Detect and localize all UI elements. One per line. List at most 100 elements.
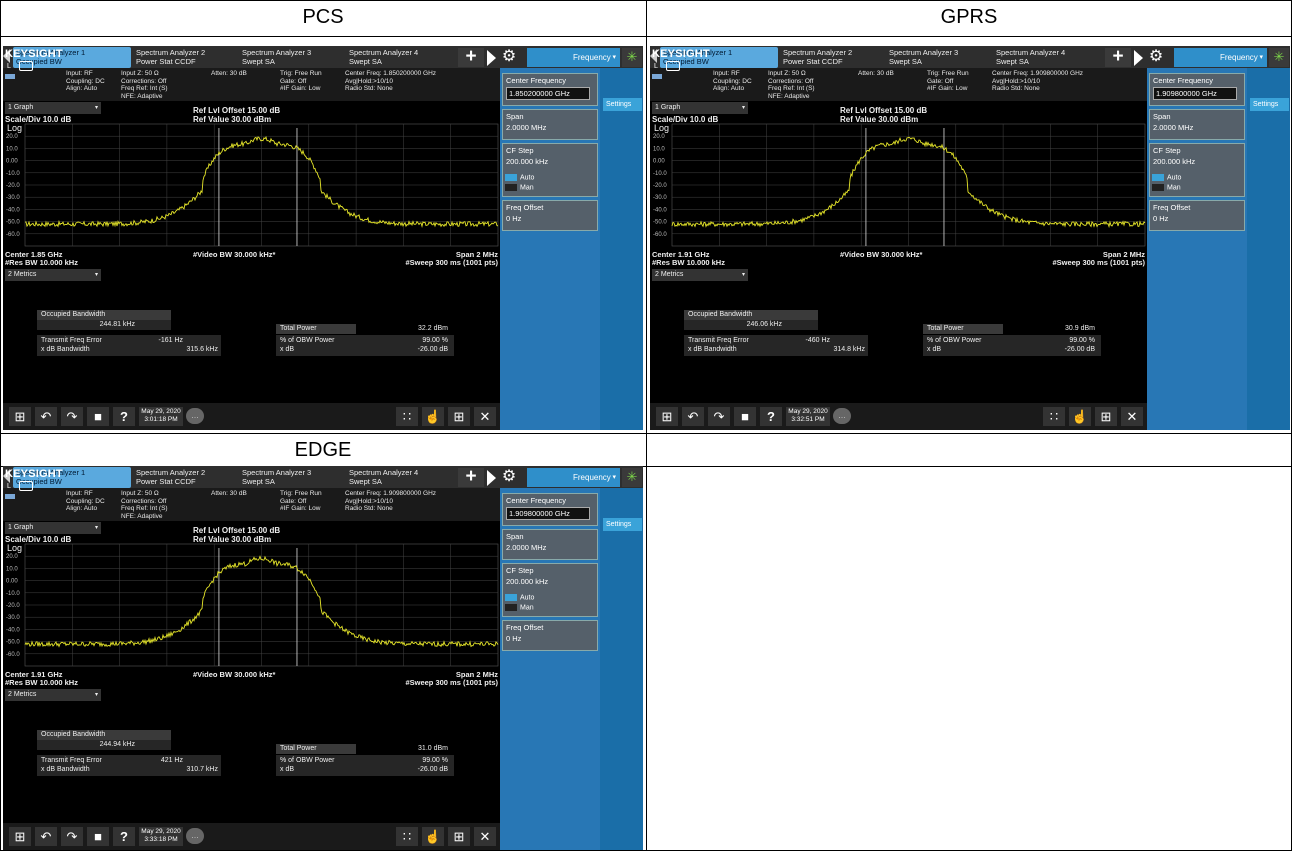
center-frequency-value[interactable]: 1.909800000 GHz: [506, 507, 590, 520]
metrics-select[interactable]: 2 Metrics ▾: [652, 269, 748, 281]
spectrum-trace-plot[interactable]: 20.0 10.0 0.00 -10.0 -20.0 -30.0 -40.0 -50.0 -60…: [3, 542, 500, 670]
add-tab-button[interactable]: +: [458, 467, 484, 487]
repeat-icon[interactable]: [19, 61, 33, 71]
freq-offset-softkey[interactable]: Freq Offset 0 Hz: [1149, 200, 1245, 231]
auto-option[interactable]: Auto: [505, 594, 534, 601]
tab-spectrum-analyzer-1[interactable]: Spectrum Analyzer 1 Occupied BW: [660, 47, 778, 68]
span-softkey[interactable]: Span 2.0000 MHz: [502, 109, 598, 140]
man-option[interactable]: Man: [505, 184, 534, 191]
cf-step-softkey[interactable]: CF Step 200.000 kHz: [502, 563, 598, 617]
touch-icon[interactable]: ☝: [422, 827, 444, 846]
freq-offset-softkey[interactable]: Freq Offset 0 Hz: [502, 200, 598, 231]
center-freq-info: Center Freq: 1.909800000 GHz Avg|Hold:>1…: [992, 70, 1084, 92]
help-icon[interactable]: ?: [760, 407, 782, 426]
fullscreen-icon[interactable]: ✕: [474, 827, 496, 846]
tab-spectrum-analyzer-2[interactable]: Spectrum Analyzer 2 Power Stat CCDF: [133, 47, 237, 68]
spectrum-trace-plot[interactable]: 20.0 10.0 0.00 -10.0 -20.0 -30.0 -40.0 -50.0 -60…: [650, 122, 1147, 250]
settings-tab[interactable]: Settings: [603, 518, 642, 531]
windows-icon[interactable]: ⊞: [656, 407, 678, 426]
cf-step-softkey[interactable]: CF Step 200.000 kHz: [502, 143, 598, 197]
chevron-down-icon: ▾: [741, 272, 745, 278]
graph-select[interactable]: 1 Graph ▾: [5, 102, 101, 114]
man-option[interactable]: Man: [1152, 184, 1181, 191]
span-softkey-label: Span: [506, 112, 524, 121]
metrics-select[interactable]: 2 Metrics ▾: [5, 689, 101, 701]
freq-offset-softkey[interactable]: Freq Offset 0 Hz: [502, 620, 598, 651]
redo-icon[interactable]: ↷: [708, 407, 730, 426]
undo-icon[interactable]: ↶: [35, 407, 57, 426]
folder-icon[interactable]: ■: [734, 407, 756, 426]
grid-view-icon[interactable]: ∷: [1043, 407, 1065, 426]
tab-spectrum-analyzer-3[interactable]: Spectrum Analyzer 3 Swept SA: [239, 47, 343, 68]
spectrum-trace-plot[interactable]: 20.0 10.0 0.00 -10.0 -20.0 -30.0 -40.0 -50.0 -60…: [3, 122, 500, 250]
help-icon[interactable]: ?: [113, 407, 135, 426]
windows-icon[interactable]: ⊞: [9, 827, 31, 846]
tab-spectrum-analyzer-4[interactable]: Spectrum Analyzer 4 Swept SA: [993, 47, 1103, 68]
gear-icon[interactable]: ⚙: [501, 468, 517, 485]
tab-spectrum-analyzer-3[interactable]: Spectrum Analyzer 3 Swept SA: [239, 467, 343, 488]
tab-scroll-left-icon[interactable]: [3, 49, 10, 63]
gear-icon[interactable]: ⚙: [1148, 48, 1164, 65]
touch-icon[interactable]: ☝: [1069, 407, 1091, 426]
grid-view-icon[interactable]: ∷: [396, 407, 418, 426]
man-option[interactable]: Man: [505, 604, 534, 611]
gear-icon[interactable]: ⚙: [501, 48, 517, 65]
frequency-menu-button[interactable]: Frequency ▾: [527, 468, 620, 487]
redo-icon[interactable]: ↷: [61, 407, 83, 426]
play-icon[interactable]: [1134, 50, 1143, 66]
add-tab-button[interactable]: +: [1105, 47, 1131, 67]
message-icon[interactable]: …: [833, 408, 851, 424]
redo-icon[interactable]: ↷: [61, 827, 83, 846]
frequency-menu-button[interactable]: Frequency ▾: [527, 48, 620, 67]
message-icon[interactable]: …: [186, 828, 204, 844]
play-icon[interactable]: [487, 50, 496, 66]
add-tab-button[interactable]: +: [458, 47, 484, 67]
tab-spectrum-analyzer-2[interactable]: Spectrum Analyzer 2 Power Stat CCDF: [780, 47, 884, 68]
tab-spectrum-analyzer-4[interactable]: Spectrum Analyzer 4 Swept SA: [346, 467, 456, 488]
tab-spectrum-analyzer-4[interactable]: Spectrum Analyzer 4 Swept SA: [346, 47, 456, 68]
frequency-menu-button[interactable]: Frequency ▾: [1174, 48, 1267, 67]
span-softkey[interactable]: Span 2.0000 MHz: [502, 529, 598, 560]
fullscreen-icon[interactable]: ✕: [1121, 407, 1143, 426]
center-frequency-softkey[interactable]: Center Frequency 1.909800000 GHz: [1149, 73, 1245, 106]
grid-view-icon[interactable]: ∷: [396, 827, 418, 846]
repeat-icon[interactable]: [19, 481, 33, 491]
brand-logo: KEYSIGHT: [5, 48, 63, 60]
x-db-bandwidth-value: 315.6 kHz: [186, 346, 218, 353]
auto-option[interactable]: Auto: [1152, 174, 1181, 181]
layout-icon[interactable]: ⊞: [1095, 407, 1117, 426]
folder-icon[interactable]: ■: [87, 407, 109, 426]
tab-scroll-left-icon[interactable]: [3, 469, 10, 483]
center-frequency-softkey[interactable]: Center Frequency 1.909800000 GHz: [502, 493, 598, 526]
tab-spectrum-analyzer-1[interactable]: Spectrum Analyzer 1 Occupied BW: [13, 47, 131, 68]
message-icon[interactable]: …: [186, 408, 204, 424]
cf-step-softkey[interactable]: CF Step 200.000 kHz: [1149, 143, 1245, 197]
center-frequency-value[interactable]: 1.850200000 GHz: [506, 87, 590, 100]
undo-icon[interactable]: ↶: [35, 827, 57, 846]
settings-tab[interactable]: Settings: [603, 98, 642, 111]
tab-spectrum-analyzer-1[interactable]: Spectrum Analyzer 1 Occupied BW: [13, 467, 131, 488]
fullscreen-icon[interactable]: ✕: [474, 407, 496, 426]
tab-spectrum-analyzer-3[interactable]: Spectrum Analyzer 3 Swept SA: [886, 47, 990, 68]
metrics-select[interactable]: 2 Metrics ▾: [5, 269, 101, 281]
windows-icon[interactable]: ⊞: [9, 407, 31, 426]
touch-icon[interactable]: ☝: [422, 407, 444, 426]
graph-select[interactable]: 1 Graph ▾: [652, 102, 748, 114]
obw-power-row-bg: [276, 755, 454, 776]
center-frequency-softkey[interactable]: Center Frequency 1.850200000 GHz: [502, 73, 598, 106]
tab-scroll-left-icon[interactable]: [650, 49, 657, 63]
spectrum-trace: [24, 135, 499, 228]
help-icon[interactable]: ?: [113, 827, 135, 846]
center-frequency-value[interactable]: 1.909800000 GHz: [1153, 87, 1237, 100]
repeat-icon[interactable]: [666, 61, 680, 71]
span-softkey[interactable]: Span 2.0000 MHz: [1149, 109, 1245, 140]
layout-icon[interactable]: ⊞: [448, 827, 470, 846]
tab-spectrum-analyzer-2[interactable]: Spectrum Analyzer 2 Power Stat CCDF: [133, 467, 237, 488]
auto-option[interactable]: Auto: [505, 174, 534, 181]
graph-select[interactable]: 1 Graph ▾: [5, 522, 101, 534]
play-icon[interactable]: [487, 470, 496, 486]
undo-icon[interactable]: ↶: [682, 407, 704, 426]
settings-tab[interactable]: Settings: [1250, 98, 1289, 111]
layout-icon[interactable]: ⊞: [448, 407, 470, 426]
folder-icon[interactable]: ■: [87, 827, 109, 846]
